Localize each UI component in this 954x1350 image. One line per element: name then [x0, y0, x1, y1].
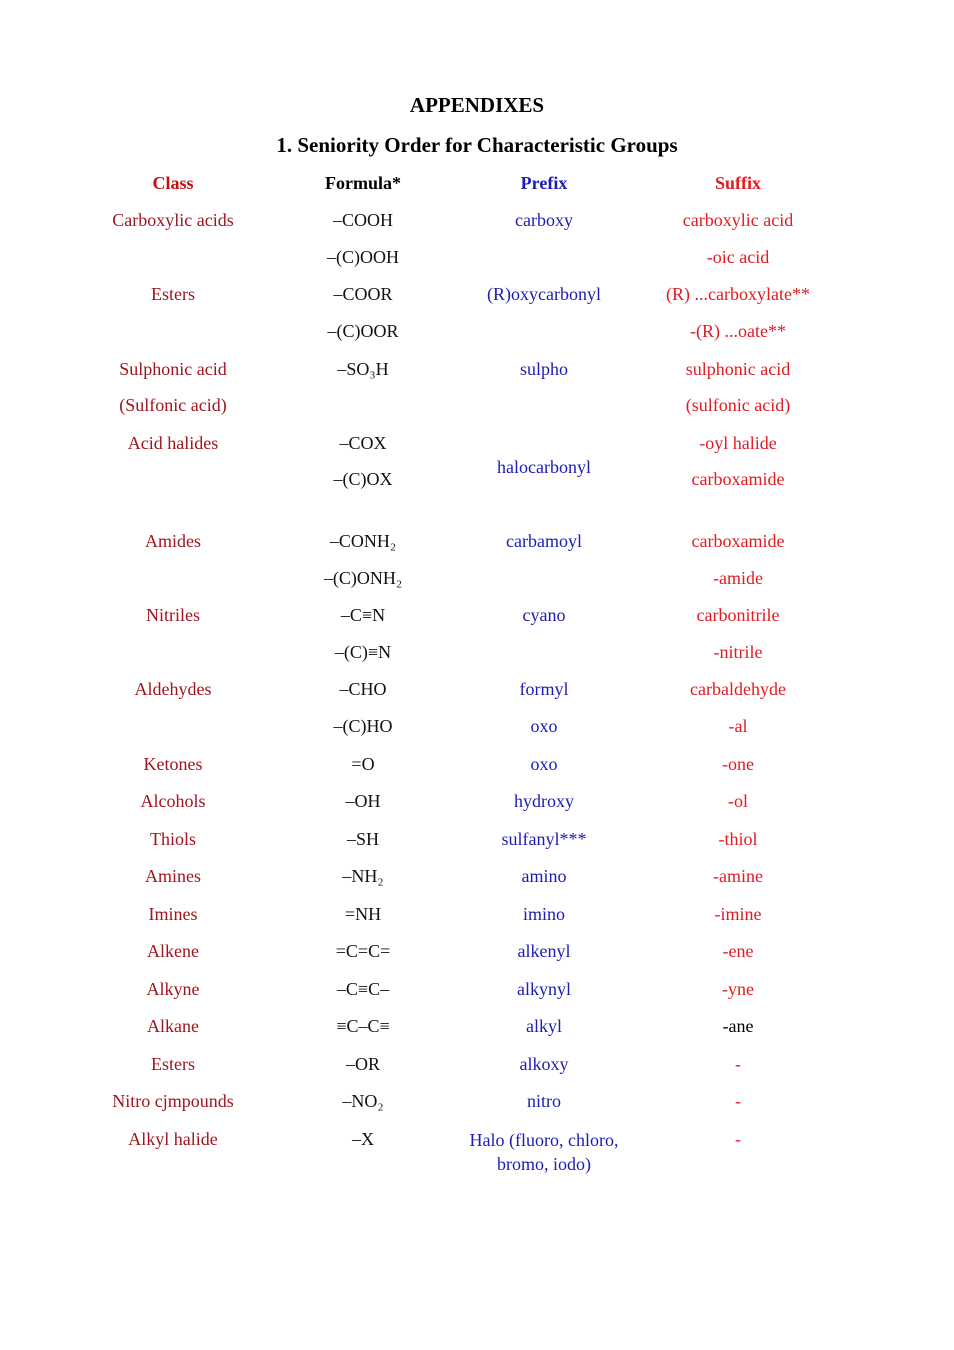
formula-cell: =NH — [344, 904, 382, 924]
formula-cell: –SO₃H — [337, 359, 389, 379]
class-cell: Aldehydes — [134, 679, 212, 699]
suffix-cell: -ol — [728, 791, 748, 811]
suffix-cell: -ane — [722, 1016, 754, 1036]
class-cell: Thiols — [149, 829, 196, 849]
suffix-cell: -amine — [713, 866, 763, 886]
class-cell: Amines — [145, 866, 201, 886]
suffix-cell: - — [735, 1054, 741, 1074]
prefix-cell: Halo (fluoro, chloro, bromo, iodo) — [469, 1130, 619, 1174]
formula-cell: –OR — [345, 1054, 380, 1074]
class-cell: Sulphonic acid — [119, 359, 227, 379]
suffix-cell: carbonitrile — [696, 605, 780, 625]
formula-cell: –X — [352, 1129, 374, 1149]
class-cell: Amides — [145, 531, 201, 551]
class-cell: (Sulfonic acid) — [119, 395, 227, 415]
formula-cell: –SH — [346, 829, 379, 849]
prefix-cell: cyano — [522, 605, 566, 625]
suffix-cell: -oyl halide — [699, 433, 777, 453]
acid-halides-prefix-cell: halocarbonyl — [497, 457, 591, 477]
suffix-cell: - — [735, 1091, 741, 1111]
prefix-cell: formyl — [519, 679, 569, 699]
suffix-cell: -amide — [713, 568, 763, 588]
suffix-cell: -imine — [714, 904, 762, 924]
suffix-cell: carboxamide — [691, 469, 785, 489]
page-heading: APPENDIXES — [409, 93, 545, 117]
prefix-cell: alkyl — [526, 1016, 562, 1036]
formula-cell: –(C)≡N — [334, 642, 392, 662]
suffix-cell: -one — [722, 754, 754, 774]
suffix-cell: -yne — [722, 979, 754, 999]
formula-cell: –(C)OOR — [327, 321, 399, 341]
suffix-cell: carboxylic acid — [682, 210, 794, 230]
formula-cell: –COOR — [333, 284, 393, 304]
class-cell: Nitriles — [146, 605, 200, 625]
section-title: 1. Seniority Order for Characteristic Gr… — [276, 133, 678, 157]
prefix-cell: alkoxy — [519, 1054, 569, 1074]
prefix-cell: amino — [521, 866, 567, 886]
column-header-suffix: Suffix — [714, 173, 761, 193]
formula-cell: –CONH₂ — [329, 531, 397, 551]
suffix-cell: -(R) ...oate** — [690, 321, 786, 341]
prefix-cell: carboxy — [515, 210, 573, 230]
prefix-cell: (R)oxycarbonyl — [487, 284, 601, 304]
suffix-cell: -nitrile — [713, 642, 763, 662]
formula-cell: –NH₂ — [342, 866, 384, 886]
class-cell: Esters — [151, 1054, 195, 1074]
formula-cell: ≡C–C≡ — [336, 1016, 390, 1036]
suffix-cell: sulphonic acid — [685, 359, 791, 379]
prefix-cell: oxo — [530, 716, 558, 736]
prefix-cell: oxo — [530, 754, 558, 774]
class-cell: Alkyne — [146, 979, 200, 999]
prefix-cell: sulfanyl*** — [501, 829, 587, 849]
suffix-cell: carbaldehyde — [690, 679, 786, 699]
class-cell: Carboxylic acids — [112, 210, 234, 230]
class-cell: Imines — [148, 904, 198, 924]
formula-cell: –CHO — [339, 679, 387, 699]
formula-cell: –(C)OOH — [327, 247, 399, 267]
formula-cell: –C≡C– — [336, 979, 390, 999]
formula-cell: –C≡N — [340, 605, 386, 625]
formula-cell: –COOH — [332, 210, 393, 230]
prefix-cell: nitro — [527, 1091, 561, 1111]
class-cell: Alkyl halide — [128, 1129, 218, 1149]
suffix-cell: -thiol — [718, 829, 758, 849]
class-cell: Nitro cjmpounds — [112, 1091, 234, 1111]
suffix-cell: -oic acid — [706, 247, 770, 267]
prefix-cell: alkenyl — [517, 941, 571, 961]
formula-cell: –(C)ONH₂ — [323, 568, 403, 588]
suffix-cell: carboxamide — [691, 531, 785, 551]
suffix-cell: -al — [728, 716, 748, 736]
suffix-cell: (R) ...carboxylate** — [666, 284, 810, 304]
suffix-cell: - — [735, 1129, 741, 1149]
formula-cell: –(C)HO — [333, 716, 393, 736]
prefix-cell: hydroxy — [514, 791, 574, 811]
formula-cell: –(C)OX — [333, 469, 393, 489]
class-cell: Alkane — [147, 1016, 199, 1036]
class-cell: Esters — [151, 284, 195, 304]
column-header-formula: Formula* — [325, 173, 401, 193]
prefix-cell: sulpho — [519, 359, 568, 379]
prefix-cell: imino — [522, 904, 565, 924]
suffix-cell: -ene — [722, 941, 754, 961]
formula-cell: –OH — [345, 791, 381, 811]
class-cell: Acid halides — [127, 433, 219, 453]
class-cell: Alkene — [147, 941, 199, 961]
formula-cell: –COX — [339, 433, 387, 453]
column-header-prefix: Prefix — [520, 173, 568, 193]
suffix-cell: (sulfonic acid) — [685, 395, 791, 415]
column-header-class: Class — [152, 173, 194, 193]
prefix-cell: carbamoyl — [506, 531, 582, 551]
formula-cell: –NO₂ — [342, 1091, 384, 1111]
formula-cell: =O — [351, 754, 375, 774]
class-cell: Alcohols — [140, 791, 206, 811]
prefix-cell: alkynyl — [517, 979, 571, 999]
formula-cell: =C=C= — [335, 941, 391, 961]
class-cell: Ketones — [143, 754, 203, 774]
